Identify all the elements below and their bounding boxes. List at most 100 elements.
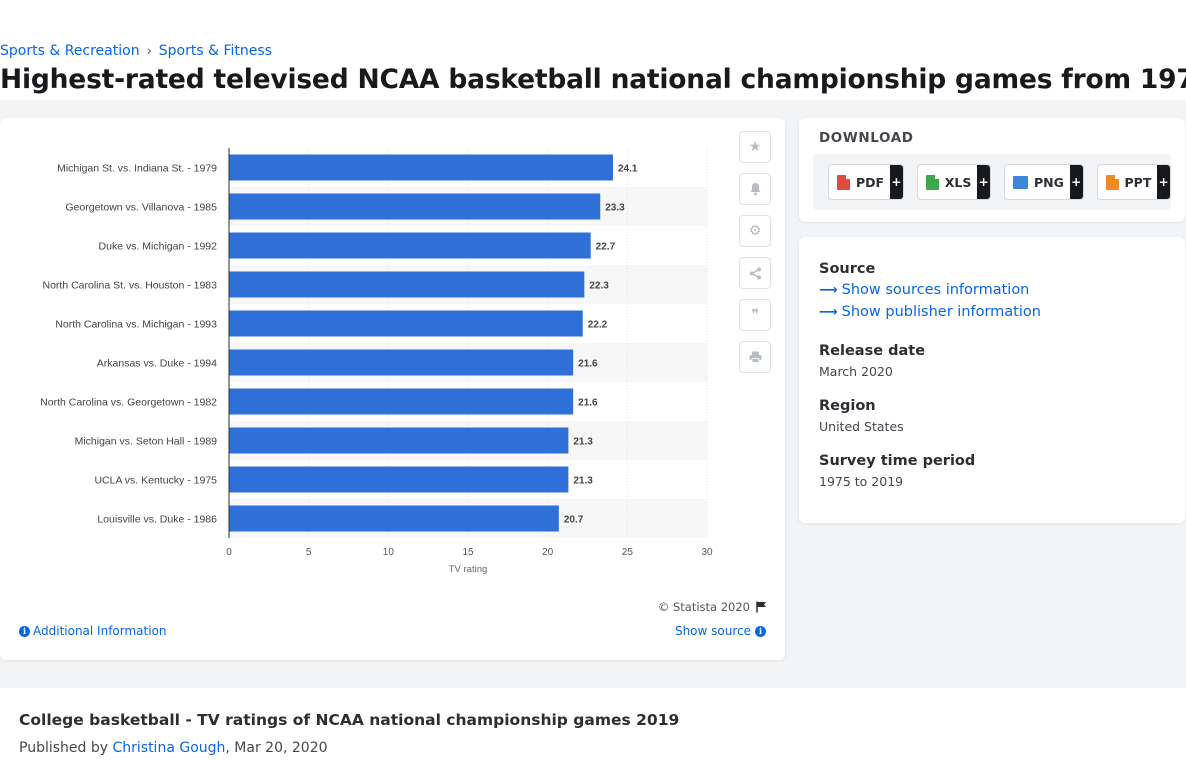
show-source-link[interactable]: Show source i <box>675 624 766 638</box>
data-label: 21.3 <box>573 476 593 487</box>
x-axis-label: TV rating <box>449 564 488 575</box>
download-xls-plus[interactable]: + <box>977 165 990 199</box>
x-tick-label: 10 <box>383 547 395 558</box>
bar <box>229 505 559 532</box>
download-heading: DOWNLOAD <box>819 130 914 146</box>
chart-card: Michigan St. vs. Indiana St. - 1979 24.1 G… <box>0 118 785 660</box>
bell-icon[interactable] <box>739 173 771 205</box>
region-value: United States <box>819 419 904 434</box>
release-date-label: Release date <box>819 343 926 359</box>
bar-chart: Michigan St. vs. Indiana St. - 1979 24.1 G… <box>40 148 713 575</box>
data-label: 22.2 <box>588 320 608 331</box>
download-xls-button[interactable]: XLS + <box>916 164 991 200</box>
release-date-block: Release date March 2020 <box>819 343 925 379</box>
category-label: UCLA vs. Kentucky - 1975 <box>94 475 217 487</box>
show-publisher-label: Show publisher information <box>841 304 1041 320</box>
additional-information-label: Additional Information <box>33 624 167 638</box>
category-label: North Carolina St. vs. Houston - 1983 <box>42 280 217 292</box>
publication-byline: Published by Christina Gough, Mar 20, 20… <box>19 740 328 756</box>
breadcrumb-separator: › <box>146 43 152 59</box>
category-label: Georgetown vs. Villanova - 1985 <box>65 202 217 214</box>
bar <box>229 388 574 415</box>
bar <box>229 427 569 454</box>
download-pdf-label: PDF <box>856 174 885 190</box>
png-file-icon <box>1012 175 1028 189</box>
top-strip <box>0 0 1186 100</box>
download-buttons: PDF + XLS + PNG + PPT + <box>813 154 1171 210</box>
flag-icon[interactable] <box>756 601 767 613</box>
category-label: Duke vs. Michigan - 1992 <box>99 241 218 253</box>
data-label: 21.3 <box>573 437 593 448</box>
data-label: 23.3 <box>605 203 625 214</box>
data-label: 21.6 <box>578 398 598 409</box>
category-label: North Carolina vs. Michigan - 1993 <box>55 319 217 331</box>
ppt-file-icon <box>1105 174 1119 190</box>
info-icon: i <box>19 625 30 637</box>
survey-period-block: Survey time period 1975 to 2019 <box>819 453 975 489</box>
copyright: © Statista 2020 <box>658 600 767 614</box>
download-png-plus[interactable]: + <box>1069 165 1083 199</box>
arrow-right-icon: ⟶ <box>819 282 838 298</box>
download-ppt-button[interactable]: PPT + <box>1096 164 1171 200</box>
region-label: Region <box>819 398 876 414</box>
x-tick-label: 20 <box>542 547 554 558</box>
share-icon[interactable] <box>739 257 771 289</box>
download-pdf-plus[interactable]: + <box>890 165 903 199</box>
download-ppt-label: PPT <box>1124 174 1152 190</box>
additional-information-link[interactable]: i Additional Information <box>19 624 167 638</box>
breadcrumb: Sports & Recreation › Sports & Fitness <box>0 43 272 59</box>
chart-toolbar: ★ ⚙ ❞ <box>739 131 771 373</box>
download-png-label: PNG <box>1033 174 1064 190</box>
category-label: Louisville vs. Duke - 1986 <box>97 514 217 526</box>
category-label: North Carolina vs. Georgetown - 1982 <box>40 397 217 409</box>
source-label: Source <box>819 261 876 277</box>
bar <box>229 310 583 337</box>
author-link[interactable]: Christina Gough <box>112 740 226 756</box>
show-sources-link[interactable]: ⟶ Show sources information <box>819 282 1041 298</box>
survey-period-value: 1975 to 2019 <box>819 474 904 489</box>
show-sources-label: Show sources information <box>841 282 1030 298</box>
publication-card: College basketball - TV ratings of NCAA … <box>0 688 1186 760</box>
data-label: 20.7 <box>564 515 584 526</box>
page-title: Highest-rated televised NCAA basketball … <box>0 64 1186 95</box>
category-label: Michigan St. vs. Indiana St. - 1979 <box>57 163 217 175</box>
copyright-text: © Statista 2020 <box>657 600 750 614</box>
release-date-value: March 2020 <box>819 364 893 379</box>
region-block: Region United States <box>819 398 904 434</box>
published-by-label: Published by <box>19 740 109 756</box>
bar <box>229 271 585 298</box>
info-icon: i <box>755 625 766 637</box>
pdf-file-icon <box>837 174 850 190</box>
show-source-label: Show source <box>674 624 751 638</box>
bar <box>229 232 591 259</box>
download-card: DOWNLOAD PDF + XLS + PNG + PPT + <box>799 118 1185 222</box>
bar <box>229 154 613 181</box>
source-block: Source ⟶ Show sources information ⟶ Show… <box>819 261 1041 320</box>
star-icon[interactable]: ★ <box>739 131 771 163</box>
data-label: 22.3 <box>589 281 609 292</box>
arrow-right-icon: ⟶ <box>819 304 838 320</box>
category-label: Arkansas vs. Duke - 1994 <box>97 358 217 370</box>
download-xls-label: XLS <box>944 174 972 190</box>
category-label: Michigan vs. Seton Hall - 1989 <box>75 436 218 448</box>
publication-title[interactable]: College basketball - TV ratings of NCAA … <box>19 711 680 729</box>
bar <box>229 193 601 220</box>
quote-icon[interactable]: ❞ <box>739 299 771 331</box>
print-icon[interactable] <box>739 341 771 373</box>
publication-date: , Mar 20, 2020 <box>225 740 328 756</box>
x-tick-label: 30 <box>701 547 713 558</box>
metadata-card: Source ⟶ Show sources information ⟶ Show… <box>799 237 1185 523</box>
download-ppt-plus[interactable]: + <box>1157 165 1170 199</box>
download-png-button[interactable]: PNG + <box>1003 164 1084 200</box>
breadcrumb-item-sports-fitness[interactable]: Sports & Fitness <box>158 43 272 59</box>
x-tick-label: 15 <box>462 547 474 558</box>
bar <box>229 466 569 493</box>
gear-icon[interactable]: ⚙ <box>739 215 771 247</box>
breadcrumb-item-sports-recreation[interactable]: Sports & Recreation <box>0 43 140 59</box>
data-label: 24.1 <box>618 164 638 175</box>
show-publisher-link[interactable]: ⟶ Show publisher information <box>819 304 1041 320</box>
data-label: 22.7 <box>596 242 616 253</box>
xls-file-icon <box>925 174 939 190</box>
survey-period-label: Survey time period <box>819 453 976 469</box>
download-pdf-button[interactable]: PDF + <box>828 164 904 200</box>
